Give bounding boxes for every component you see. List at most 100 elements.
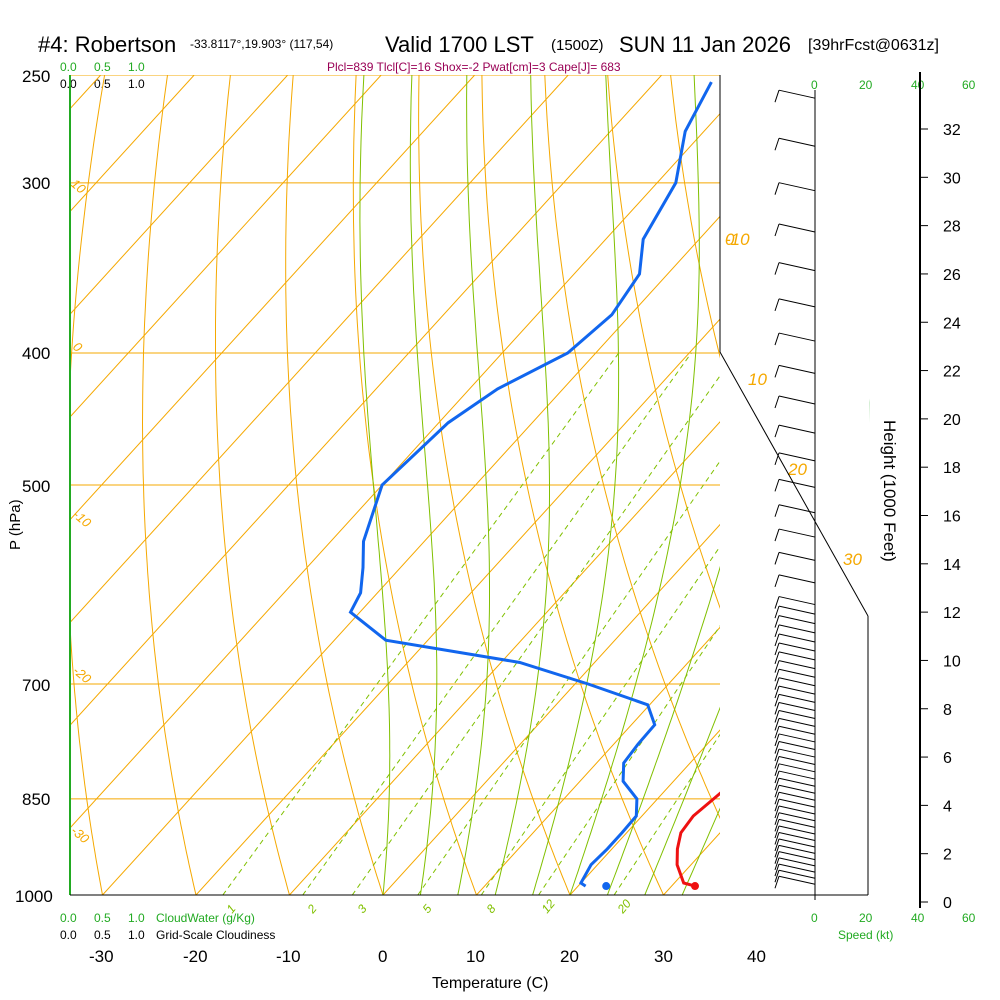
speed-tick-bottom: 40	[911, 911, 925, 925]
wind-barb-staff	[778, 825, 816, 835]
dry-adiabat-line	[70, 75, 106, 895]
wind-barb-staff	[778, 182, 816, 192]
isotherm-line	[0, 75, 7, 895]
wind-barb-staff	[778, 596, 816, 606]
wind-barb-flag	[774, 838, 780, 852]
mixing-ratio-line	[222, 352, 620, 895]
wind-barb-flag	[774, 694, 780, 707]
mixing-ratio-line	[480, 545, 720, 895]
wind-barb-flag	[774, 332, 780, 346]
height-tick-label: 8	[943, 702, 952, 719]
cloud-water-tick: 0.0	[60, 911, 77, 925]
grid-layer	[0, 75, 1000, 895]
wind-barb-staff	[778, 875, 816, 885]
wind-barb-staff	[778, 832, 816, 842]
mixing-ratio-line	[351, 375, 720, 895]
wind-barb-flag	[774, 825, 780, 839]
wind-barb-flag	[774, 763, 780, 776]
parcel-trace	[930, 87, 1000, 485]
dry-adiabat-label: -10	[70, 507, 95, 531]
height-tick-label: 28	[943, 219, 961, 236]
wind-barb-flag	[774, 223, 780, 237]
wind-barb-staff	[778, 725, 816, 735]
wind-barb-staff	[778, 668, 816, 678]
speed-tick-top: 20	[859, 78, 873, 92]
wind-barb-staff	[778, 693, 816, 703]
wind-barb-flag	[774, 741, 780, 754]
wind-barb-staff	[778, 551, 816, 561]
top-cloud-scale: 0.0 0.5 1.0 0.0 0.5 1.0	[60, 60, 145, 91]
isotherm-line	[476, 626, 720, 895]
wind-barb-staff	[778, 701, 816, 711]
height-tick-label: 2	[943, 847, 952, 864]
wind-barb-flag	[774, 138, 780, 151]
wind-barb-staff	[778, 298, 816, 308]
wind-barb-flag	[774, 677, 780, 690]
moist-adiabat-line	[644, 706, 720, 895]
trace-layer	[348, 81, 1000, 891]
isotherm-line	[851, 75, 1000, 895]
wind-barb-flag	[774, 733, 780, 747]
mixing-ratio-label: 12	[539, 896, 559, 915]
cloudiness-label: Grid-Scale Cloudiness	[156, 928, 275, 942]
dry-adiabat-line	[141, 75, 197, 895]
cloud-water-tick: 1.0	[128, 911, 145, 925]
wind-barb-flag	[774, 262, 780, 275]
height-tick-label: 32	[943, 122, 961, 139]
wind-barb-staff	[778, 395, 816, 405]
speed-tick-top: 0	[811, 78, 818, 92]
dry-adiabat-line	[285, 75, 384, 895]
wind-barb-flag	[774, 770, 780, 784]
temperature-tick-label: 0	[378, 947, 387, 966]
wind-barb-staff	[778, 733, 816, 743]
wind-barb-staff	[778, 838, 816, 848]
wind-barb-flag	[774, 726, 780, 739]
wind-barb-staff	[778, 844, 816, 854]
dry-adiabat-line	[352, 75, 477, 895]
wind-barb-staff	[778, 818, 816, 828]
wind-barb-flag	[774, 832, 780, 845]
pressure-tick-label: 400	[22, 344, 50, 363]
pressure-tick-label: 1000	[15, 887, 53, 906]
wind-barb-flag	[774, 819, 780, 832]
cloudiness-tick: 0.0	[60, 928, 77, 942]
wind-barb-flag	[774, 805, 780, 819]
height-tick-label: 20	[943, 412, 961, 429]
temperature-axis-title: Temperature (C)	[432, 975, 548, 992]
wind-barb-staff	[778, 651, 816, 661]
wind-barb-staff	[778, 770, 816, 780]
wind-barb-flag	[774, 870, 780, 883]
pressure-tick-label: 300	[22, 174, 50, 193]
pressure-tick-label: 850	[22, 790, 50, 809]
wind-barb-staff	[778, 748, 816, 758]
height-tick-label: 16	[943, 509, 961, 526]
mixing-ratio-line	[538, 625, 720, 895]
wind-barb-flag	[774, 685, 780, 699]
isotherm-line	[382, 523, 720, 895]
temperature-tick-label: -30	[89, 947, 114, 966]
wind-barb-flag	[774, 479, 780, 492]
dry-adiabat-line	[544, 75, 720, 820]
mixing-ratio-label: 3	[355, 902, 370, 916]
wind-barb-staff	[778, 478, 816, 488]
isotherm-line	[70, 75, 663, 726]
moist-adiabat-line	[569, 75, 700, 895]
valid-time: Valid 1700 LST	[385, 32, 534, 57]
wind-barb-staff	[778, 755, 816, 765]
wind-barb-flag	[774, 365, 780, 378]
isotherm-line	[289, 421, 720, 895]
wind-barb-flag	[774, 876, 780, 889]
temperature-tick-label: 40	[747, 947, 766, 966]
wind-barb-flag	[774, 778, 780, 791]
wind-barb-staff	[778, 262, 816, 272]
moist-adiabat-line	[409, 75, 438, 895]
bottom-cloud-scale: 0.0 0.5 1.0 CloudWater (g/Kg) 0.0 0.5 1.…	[60, 911, 275, 942]
mixing-ratio-line	[613, 733, 720, 895]
wind-barb-flag	[774, 756, 780, 769]
temperature-trace	[675, 791, 720, 888]
station-coords: -33.8117°,19.903° (117,54)	[190, 37, 333, 51]
wind-barb-staff	[778, 574, 816, 584]
cloud-water-label: CloudWater (g/Kg)	[156, 911, 255, 925]
